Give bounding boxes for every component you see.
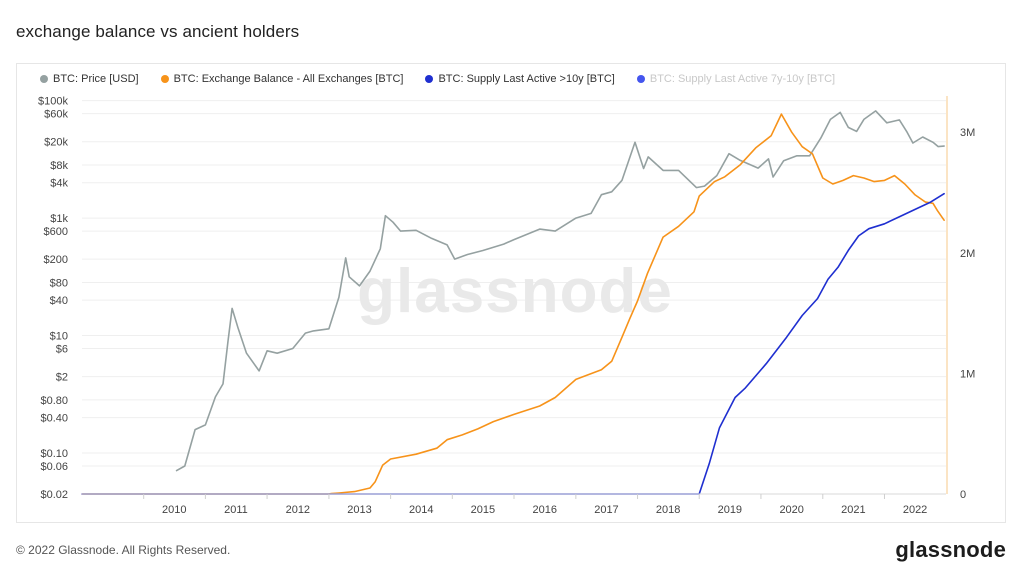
- chart-legend: BTC: Price [USD] BTC: Exchange Balance -…: [40, 73, 835, 85]
- series-line-supply-10y: [81, 192, 945, 495]
- y-left-tick-label: $0.02: [40, 489, 68, 501]
- legend-label: BTC: Exchange Balance - All Exchanges [B…: [173, 73, 404, 85]
- page-title: exchange balance vs ancient holders: [16, 22, 300, 41]
- y-left-tick-label: $60k: [44, 109, 68, 121]
- watermark-text: glassnode: [357, 257, 673, 326]
- x-tick-label: 2015: [471, 504, 495, 516]
- legend-dot-icon: [636, 75, 645, 83]
- x-tick-label: 2019: [718, 504, 742, 516]
- x-tick-label: 2013: [347, 504, 371, 516]
- x-tick-label: 2011: [224, 504, 248, 516]
- x-tick-label: 2010: [162, 504, 186, 516]
- legend-item-supply-10y[interactable]: BTC: Supply Last Active >10y [BTC]: [425, 73, 615, 85]
- y-left-tick-label: $40: [50, 295, 68, 307]
- legend-label: BTC: Supply Last Active 7y-10y [BTC]: [649, 73, 836, 85]
- y-left-tick-label: $6: [56, 344, 68, 356]
- y-left-tick-label: $200: [44, 254, 68, 266]
- y-left-tick-label: $0.80: [40, 395, 68, 407]
- x-tick-label: 2022: [903, 504, 927, 516]
- y-left-tick-label: $10: [50, 331, 68, 343]
- legend-label: BTC: Price [USD]: [53, 73, 139, 85]
- y-right-tick-label: 0: [960, 489, 966, 501]
- y-right-tick-label: 3M: [960, 127, 975, 139]
- y-left-tick-label: $2: [56, 372, 68, 384]
- x-tick-label: 2020: [779, 504, 803, 516]
- x-tick-label: 2018: [656, 504, 680, 516]
- legend-item-price[interactable]: BTC: Price [USD]: [40, 73, 139, 85]
- x-tick-label: 2017: [594, 504, 618, 516]
- legend-item-supply-7y-10y[interactable]: BTC: Supply Last Active 7y-10y [BTC]: [636, 73, 836, 85]
- legend-dot-icon: [425, 75, 434, 83]
- legend-label: BTC: Supply Last Active >10y [BTC]: [438, 73, 615, 85]
- y-left-tick-label: $80: [50, 277, 68, 289]
- chart-frame: [16, 63, 1006, 523]
- x-tick-label: 2016: [533, 504, 557, 516]
- y-left-tick-label: $1k: [50, 213, 68, 225]
- series-line-price: [175, 110, 945, 472]
- series-line-exchange-balance: [81, 113, 945, 495]
- legend-dot-icon: [160, 75, 169, 83]
- y-left-tick-label: $0.06: [40, 461, 68, 473]
- y-left-tick-label: $0.40: [40, 413, 68, 425]
- y-left-tick-label: $0.10: [40, 448, 68, 460]
- x-tick-label: 2012: [286, 504, 310, 516]
- y-left-tick-label: $100k: [38, 96, 68, 108]
- y-left-tick-label: $600: [44, 226, 68, 238]
- footer-brand-logo: glassnode: [895, 537, 1006, 562]
- y-left-tick-label: $20k: [44, 137, 68, 149]
- legend-dot-icon: [40, 75, 48, 83]
- legend-item-exchange-balance[interactable]: BTC: Exchange Balance - All Exchanges [B…: [160, 73, 404, 85]
- y-right-tick-label: 1M: [960, 368, 975, 380]
- y-left-tick-label: $8k: [50, 160, 68, 172]
- y-left-tick-label: $4k: [50, 178, 68, 190]
- footer-copyright: © 2022 Glassnode. All Rights Reserved.: [16, 543, 231, 557]
- x-tick-label: 2021: [841, 504, 865, 516]
- x-tick-label: 2014: [409, 504, 433, 516]
- y-right-tick-label: 2M: [960, 248, 975, 260]
